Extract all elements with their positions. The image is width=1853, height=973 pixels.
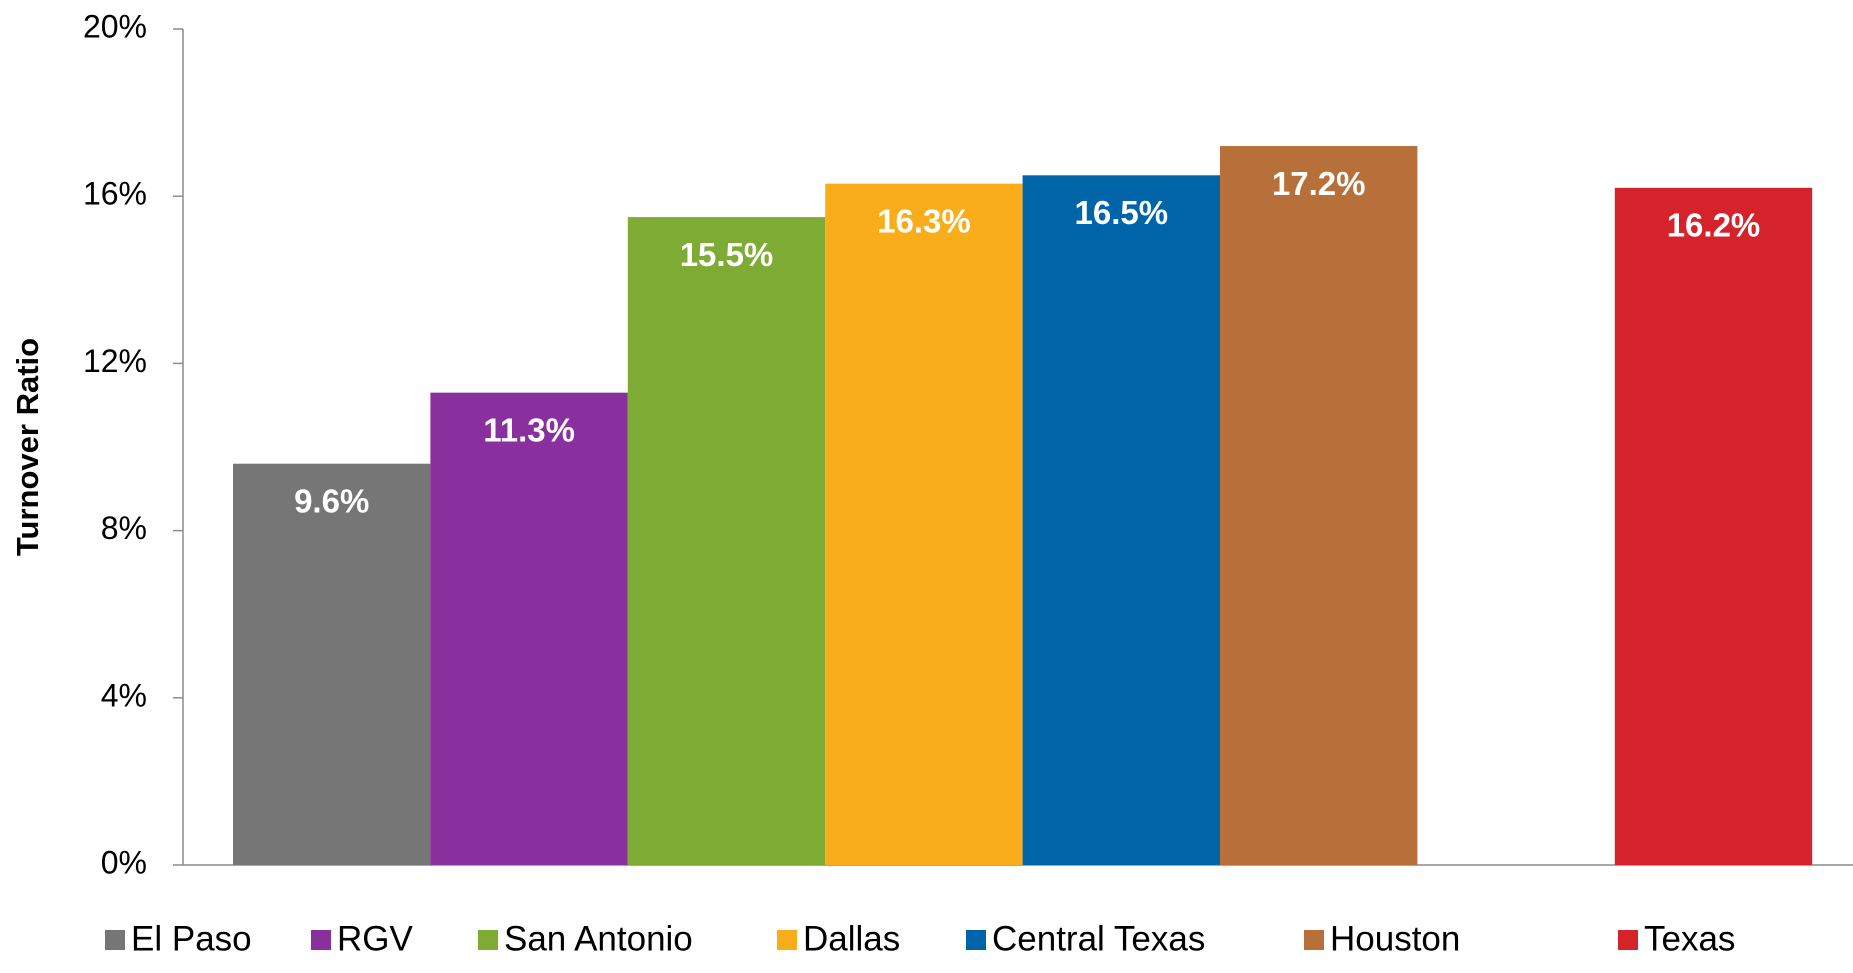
data-label: 16.2% xyxy=(1667,207,1761,244)
bar xyxy=(627,217,826,866)
legend-label: Texas xyxy=(1644,919,1735,958)
legend-swatch xyxy=(105,930,125,950)
bar xyxy=(1220,146,1418,866)
legend-swatch xyxy=(1618,930,1638,950)
y-tick-label: 12% xyxy=(83,343,147,379)
bar xyxy=(1614,187,1813,866)
legend-label: Dallas xyxy=(803,919,900,958)
legend-swatch xyxy=(1304,930,1324,950)
bar xyxy=(430,392,628,865)
legend-swatch xyxy=(478,930,498,950)
y-tick-label: 0% xyxy=(101,844,147,880)
legend-label: San Antonio xyxy=(504,919,693,958)
data-label: 11.3% xyxy=(483,411,575,448)
y-tick-label: 16% xyxy=(83,176,147,212)
data-label: 16.5% xyxy=(1075,194,1169,231)
bar xyxy=(825,183,1023,865)
legend-label: Central Texas xyxy=(992,919,1205,958)
y-axis-label: Turnover Ratio xyxy=(10,338,45,556)
data-label: 17.2% xyxy=(1272,165,1366,202)
y-tick-label: 8% xyxy=(101,510,147,546)
legend-label: RGV xyxy=(337,919,414,958)
y-tick-label: 4% xyxy=(101,677,147,713)
y-tick-label: 20% xyxy=(83,8,147,44)
data-label: 16.3% xyxy=(877,202,971,239)
data-label: 9.6% xyxy=(294,482,369,519)
legend-label: El Paso xyxy=(131,919,252,958)
data-label: 15.5% xyxy=(680,236,774,273)
legend-swatch xyxy=(966,930,986,950)
legend-label: Houston xyxy=(1330,919,1460,958)
legend-swatch xyxy=(777,930,797,950)
bar xyxy=(233,463,431,865)
legend-swatch xyxy=(311,930,331,950)
bar xyxy=(1022,175,1220,866)
